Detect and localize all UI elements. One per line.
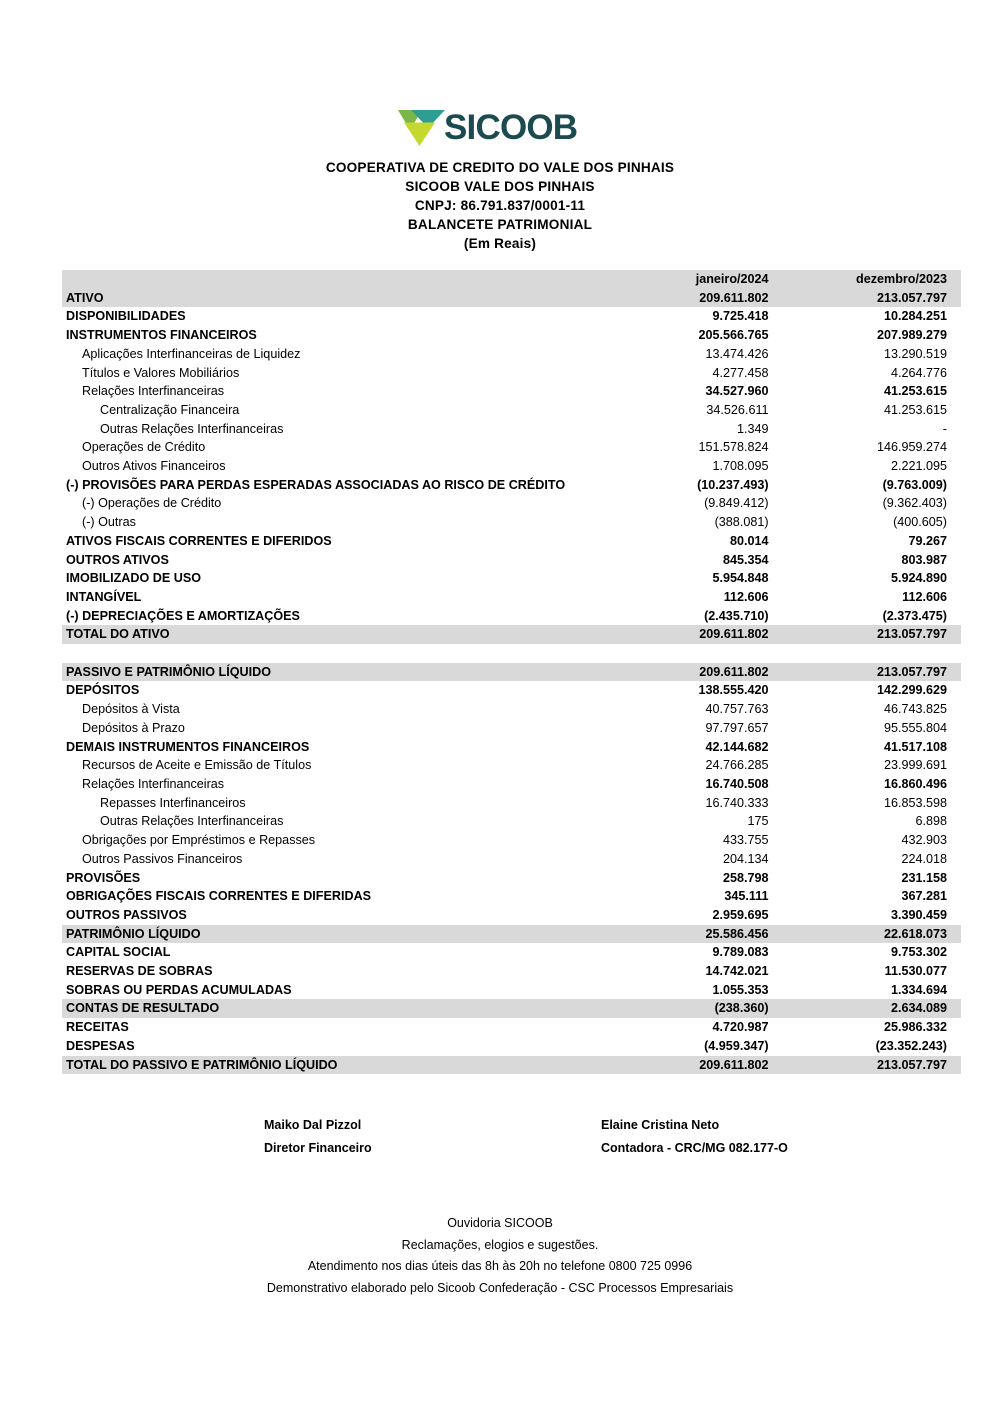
svg-text:SICOOB: SICOOB bbox=[444, 108, 577, 147]
